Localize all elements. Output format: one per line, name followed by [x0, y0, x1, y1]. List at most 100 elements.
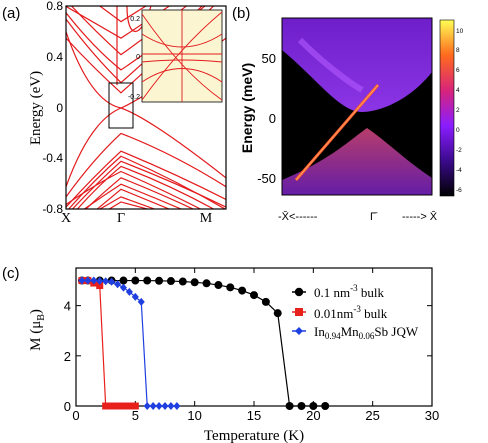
- colorbar-tick: 8: [456, 47, 460, 54]
- band-line: [85, 177, 195, 209]
- panel-c-xlabel: Temperature (K): [204, 428, 304, 443]
- panel-b-frame: [281, 17, 433, 196]
- data-point: [102, 402, 110, 410]
- y-tick-label: 0: [64, 399, 71, 414]
- x-tick-label: 25: [365, 408, 379, 423]
- x-tick-label: 0: [72, 408, 79, 423]
- data-point: [108, 277, 116, 286]
- data-point: [131, 402, 139, 410]
- ylabel-main: M (μ: [28, 321, 44, 351]
- inset-ytick: 0.2: [130, 16, 140, 23]
- panel-b: (b) Energy (meV) 50 0 -50 10 8 6 4 2 0: [232, 5, 464, 223]
- legend-entry: In0.94Mn0.06Sb JQW: [292, 324, 419, 341]
- legend-entry: 0.01nm-3 bulk: [292, 304, 388, 321]
- colorbar-tick: -4: [456, 167, 462, 174]
- ytick-label: 0.4: [46, 50, 63, 64]
- x-tick-label: 5: [132, 408, 139, 423]
- band-line: [83, 183, 183, 209]
- xaxis-right-label: -----> X̄: [402, 210, 438, 223]
- data-point: [119, 276, 128, 285]
- colorbar: 10 8 6 4 2 0 -2 -4 -6: [439, 19, 464, 197]
- band-line: [98, 196, 157, 209]
- xtick-label: M: [200, 211, 213, 226]
- legend-tail: bulk: [361, 306, 388, 321]
- band-line: [98, 6, 147, 23]
- data-point: [273, 309, 282, 318]
- data-point: [261, 297, 270, 306]
- data-point: [149, 402, 157, 410]
- svg-text:0.1 nm-3 bulk: 0.1 nm-3 bulk: [314, 283, 384, 300]
- legend-label: 0.01nm: [314, 306, 353, 321]
- data-point: [155, 276, 164, 285]
- xtick-label: Γ: [117, 211, 125, 226]
- band-line: [108, 201, 150, 209]
- ylabel-close: ): [28, 309, 44, 314]
- panel-b-label: (b): [232, 5, 250, 22]
- legend-marker: [295, 327, 303, 335]
- data-point: [114, 402, 122, 410]
- series: [78, 276, 181, 410]
- band-line: [66, 31, 226, 179]
- data-point: [84, 276, 92, 285]
- data-point: [114, 280, 122, 289]
- data-point: [108, 402, 116, 410]
- ytick-label: 50: [262, 51, 276, 66]
- legend-entry: 0.1 nm-3 bulk: [292, 283, 384, 300]
- data-point: [143, 276, 152, 285]
- ylabel-sub: B: [36, 314, 47, 321]
- data-point: [297, 402, 306, 410]
- upper-bulk-continuum: [282, 18, 432, 112]
- data-point: [119, 402, 127, 410]
- band-line: [66, 170, 202, 209]
- panel-a: (a) Energy (eV) 0.2 0 -0.2 0.8 0.4 0 -0.…: [2, 0, 227, 226]
- legend-tail: Sb JQW: [374, 324, 418, 339]
- data-point: [78, 276, 86, 285]
- upper-bulk-band: [297, 37, 364, 93]
- data-point: [214, 281, 223, 290]
- data-point: [178, 277, 187, 286]
- band-line: [66, 132, 226, 198]
- data-point: [125, 402, 133, 410]
- band-line: [96, 188, 171, 209]
- data-point: [250, 291, 258, 300]
- legend: 0.1 nm-3 bulk 0.01nm-3 bulk In0.94Mn0.06…: [292, 283, 419, 341]
- panel-a-label: (a): [2, 5, 20, 22]
- spectral-map: [282, 18, 432, 195]
- panel-c-series: [77, 276, 330, 410]
- data-point: [131, 276, 140, 285]
- data-point: [166, 277, 175, 286]
- band-line: [76, 165, 215, 209]
- x-tick-label: 10: [187, 408, 201, 423]
- legend-label: 0.1 nm: [314, 285, 350, 300]
- xaxis-left-label: -X̄<------: [278, 210, 318, 223]
- colorbar-tick: -2: [456, 147, 462, 154]
- inset-ytick: -0.2: [128, 94, 140, 101]
- band-line: [66, 150, 226, 208]
- data-point: [96, 282, 104, 290]
- data-point: [190, 278, 199, 287]
- data-point: [96, 277, 104, 286]
- panel-c-axes: 0 5 10 15 20 25 30 0 2 4: [64, 268, 439, 423]
- inset-ytick: 0: [136, 54, 140, 61]
- x-tick-label: 30: [425, 408, 439, 423]
- legend-mid: Mn: [341, 324, 360, 339]
- legend-tail: bulk: [358, 285, 385, 300]
- panel-c-label: (c): [2, 265, 20, 282]
- data-point: [202, 279, 211, 288]
- data-point: [143, 402, 151, 410]
- ytick-label: 0: [269, 111, 276, 126]
- inset: 0.2 0 -0.2: [128, 9, 223, 103]
- xtick-label: X: [61, 211, 71, 226]
- data-point: [119, 283, 127, 292]
- data-point: [173, 402, 181, 410]
- svg-text:In0.94Mn0.06Sb JQW: In0.94Mn0.06Sb JQW: [314, 324, 419, 341]
- band-structure: [66, 6, 226, 209]
- ytick-label: -50: [257, 171, 276, 186]
- band-line: [66, 6, 171, 39]
- panel-c-frame: [75, 267, 433, 407]
- y-tick-label: 4: [64, 299, 71, 314]
- data-point: [131, 292, 139, 301]
- data-point: [161, 402, 169, 410]
- svg-text:M (μB): M (μB): [28, 309, 47, 351]
